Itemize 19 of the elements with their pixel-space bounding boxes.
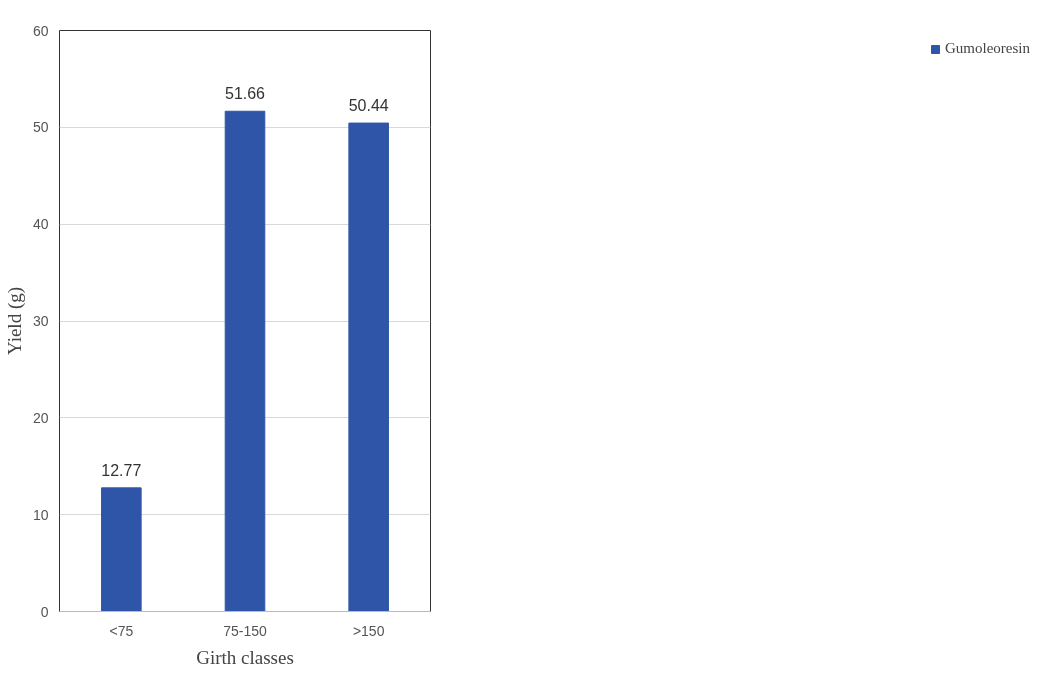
bar (101, 487, 142, 612)
bar (348, 122, 389, 612)
y-axis-title: Yield (g) (3, 286, 26, 356)
y-tick-label: 40 (32, 216, 49, 233)
y-tick-label: 10 (32, 506, 49, 523)
y-tick-label: 0 (40, 603, 49, 620)
data-label: 50.44 (348, 97, 389, 115)
bar (224, 110, 266, 612)
y-tick-label: 20 (32, 409, 49, 426)
x-tick-label: 75-150 (223, 622, 268, 639)
y-tick-label: 60 (32, 22, 49, 39)
x-axis-title: Girth classes (196, 646, 294, 668)
y-tick-label: 50 (32, 119, 49, 136)
legend-label: Gumoleoresin (945, 40, 1030, 57)
x-tick-label: >150 (352, 622, 385, 639)
data-label: 51.66 (224, 85, 266, 103)
y-tick-label: 30 (32, 313, 49, 329)
data-label: 12.77 (101, 461, 142, 479)
x-tick-label: <75 (109, 622, 134, 639)
